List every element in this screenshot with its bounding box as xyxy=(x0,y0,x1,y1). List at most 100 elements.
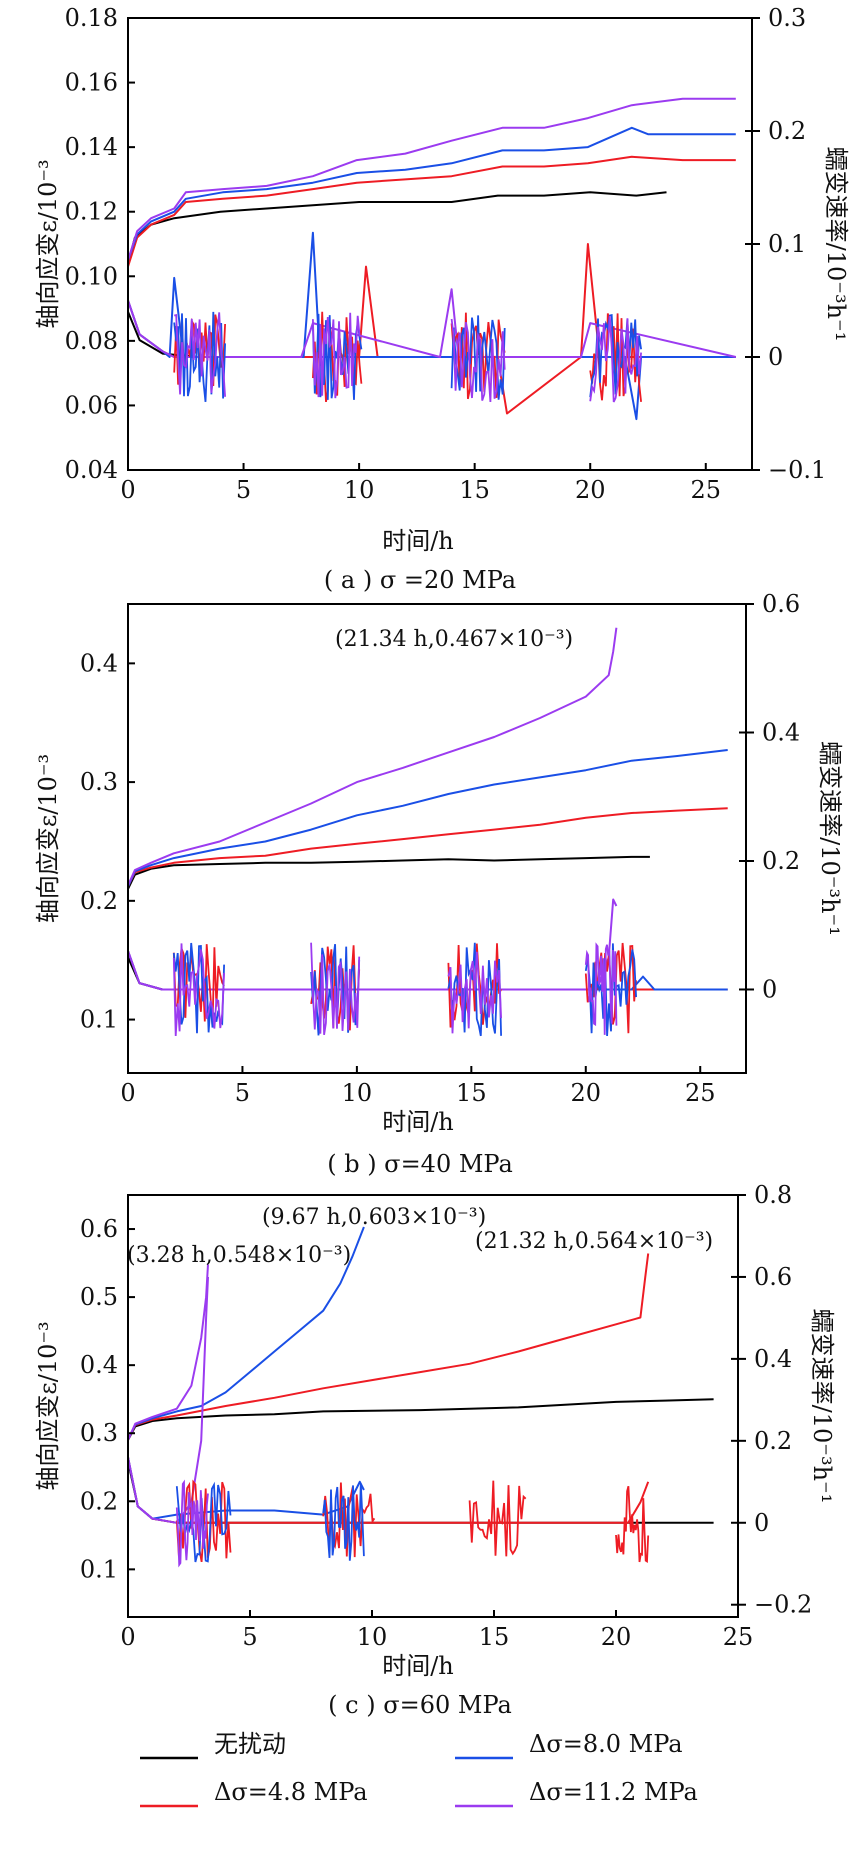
y-axis-left-label: 轴向应变ε/10⁻³ xyxy=(34,754,62,923)
y-left-tick-label: 0.6 xyxy=(80,1215,118,1243)
plot-frame xyxy=(127,1194,739,1618)
rate-oscillation-7-0 xyxy=(174,312,226,397)
failure-annotation: (21.32 h,0.564×10⁻³) xyxy=(475,1229,713,1254)
x-tick-label: 15 xyxy=(456,1079,487,1107)
x-tick-label: 5 xyxy=(235,1079,250,1107)
series-line-strain-0 xyxy=(127,855,650,890)
y-right-tick-label: −0.1 xyxy=(768,456,826,484)
x-axis-label: 时间/h xyxy=(382,1108,454,1136)
y-left-tick-label: 0.16 xyxy=(65,69,118,97)
y-left-tick-label: 0.4 xyxy=(80,649,118,677)
x-axis-label: 时间/h xyxy=(382,527,454,555)
legend-label: Δσ=11.2 MPa xyxy=(529,1778,698,1806)
panel-caption: ( c ) σ=60 MPa xyxy=(328,1691,512,1719)
x-tick-label: 25 xyxy=(723,1623,754,1651)
legend-label: Δσ=8.0 MPa xyxy=(529,1730,683,1758)
chart-panel-1: 0 5 10 15 20 250.040.060.080.100.120.140.160.… xyxy=(34,4,850,594)
y-left-tick-label: 0.4 xyxy=(80,1351,118,1379)
x-tick-label: 20 xyxy=(571,1079,602,1107)
x-tick-label: 5 xyxy=(236,476,251,504)
y-right-tick-label: 0.8 xyxy=(754,1181,792,1209)
series-line-strain-2 xyxy=(127,749,728,888)
series-line-strain-1 xyxy=(127,807,728,888)
panel-caption: ( a ) σ =20 MPa xyxy=(324,566,516,594)
rate-oscillation-7-2 xyxy=(450,318,506,403)
x-tick-label: 5 xyxy=(242,1623,257,1651)
y-right-tick-label: 0.6 xyxy=(762,590,800,618)
x-tick-label: 20 xyxy=(575,476,606,504)
series-line-strain-3 xyxy=(127,1264,209,1441)
y-left-tick-label: 0.2 xyxy=(80,1487,118,1515)
rate-oscillation-7-0 xyxy=(172,943,225,1037)
y-left-tick-label: 0.18 xyxy=(65,4,118,32)
chart-panel-2: 0 5 10 15 20 25 0.1 0.2 0.3 0.4 0 0.2 0.4 0.6 轴向应变ε/10… xyxy=(34,590,844,1178)
rate-oscillation-7-0 xyxy=(175,1479,209,1568)
y-axis-right-label: 蠕变速率/10⁻³h⁻¹ xyxy=(808,1309,836,1504)
rate-oscillation-5-2 xyxy=(468,1480,527,1557)
y-right-tick-label: 0.3 xyxy=(768,4,806,32)
chart-panel-3: 0 5 10 15 20 25 0.1 0.2 0.3 0.4 0.5 0.6 −0.2 0 0.2 0.4 0… xyxy=(34,1181,836,1719)
y-right-tick-label: 0.4 xyxy=(754,1345,792,1373)
y-right-tick-label: −0.2 xyxy=(754,1591,812,1619)
y-right-tick-label: 0.2 xyxy=(754,1427,792,1455)
rate-oscillation-5-3 xyxy=(615,1485,650,1563)
y-right-tick-label: 0 xyxy=(762,975,777,1003)
x-tick-label: 25 xyxy=(691,476,722,504)
y-left-tick-label: 0.3 xyxy=(80,1419,118,1447)
rate-oscillation-7-1 xyxy=(310,942,361,1036)
y-left-tick-label: 0.08 xyxy=(65,327,118,355)
y-right-tick-label: 0.4 xyxy=(762,718,800,746)
rate-oscillation-7-3 xyxy=(584,942,618,1035)
series-line-strain-0 xyxy=(127,191,667,264)
x-tick-label: 0 xyxy=(120,476,135,504)
rate-oscillation-6-3 xyxy=(584,943,637,1037)
failure-annotation: (21.34 h,0.467×10⁻³) xyxy=(335,627,573,652)
y-right-tick-label: 0 xyxy=(754,1509,769,1537)
plot-frame xyxy=(127,17,753,471)
series-line-rate-7 xyxy=(127,288,737,358)
x-tick-label: 15 xyxy=(479,1623,510,1651)
x-tick-label: 15 xyxy=(459,476,490,504)
x-axis-label: 时间/h xyxy=(382,1652,454,1680)
y-right-tick-label: 0.6 xyxy=(754,1263,792,1291)
rate-oscillation-7-1 xyxy=(312,312,362,399)
series-line-rate-6 xyxy=(127,1457,365,1520)
rate-oscillation-6-1 xyxy=(322,1483,365,1561)
x-tick-label: 25 xyxy=(685,1079,716,1107)
rate-oscillation-7-3 xyxy=(589,316,642,403)
legend-label: Δσ=4.8 MPa xyxy=(214,1778,368,1806)
x-tick-label: 20 xyxy=(601,1623,632,1651)
plot-frame xyxy=(127,603,747,1074)
rate-oscillation-6-0 xyxy=(173,311,226,402)
y-left-tick-label: 0.3 xyxy=(80,768,118,796)
y-axis-left-label: 轴向应变ε/10⁻³ xyxy=(34,159,62,328)
rate-oscillation-7-2 xyxy=(447,951,502,1034)
y-right-tick-label: 0.1 xyxy=(768,230,806,258)
series-line-strain-0 xyxy=(127,1398,714,1441)
y-left-tick-label: 0.5 xyxy=(80,1283,118,1311)
failure-annotation: (9.67 h,0.603×10⁻³) xyxy=(262,1205,486,1230)
y-left-tick-label: 0.06 xyxy=(65,391,118,419)
series-line-strain-3 xyxy=(127,627,618,886)
series-line-strain-1 xyxy=(127,1253,650,1441)
y-left-tick-label: 0.2 xyxy=(80,887,118,915)
x-tick-label: 10 xyxy=(357,1623,388,1651)
y-left-tick-label: 0.10 xyxy=(65,262,118,290)
panel-caption: ( b ) σ=40 MPa xyxy=(327,1150,513,1178)
y-axis-right-label: 蠕变速率/10⁻³h⁻¹ xyxy=(816,741,844,936)
x-tick-label: 0 xyxy=(120,1623,135,1651)
y-left-tick-label: 0.14 xyxy=(65,133,118,161)
y-left-tick-label: 0.1 xyxy=(80,1555,118,1583)
series-line-strain-2 xyxy=(127,1226,365,1441)
y-left-tick-label: 0.12 xyxy=(65,198,118,226)
y-left-tick-label: 0.1 xyxy=(80,1006,118,1034)
x-tick-label: 10 xyxy=(342,1079,373,1107)
series-line-strain-1 xyxy=(127,155,736,267)
series-line-strain-3 xyxy=(127,97,736,261)
y-right-tick-label: 0.2 xyxy=(762,847,800,875)
y-axis-right-label: 蠕变速率/10⁻³h⁻¹ xyxy=(822,147,850,342)
y-right-tick-label: 0 xyxy=(768,343,783,371)
legend: 无扰动 Δσ=4.8 MPa Δσ=8.0 MPa Δσ=11.2 MPa xyxy=(140,1730,698,1808)
